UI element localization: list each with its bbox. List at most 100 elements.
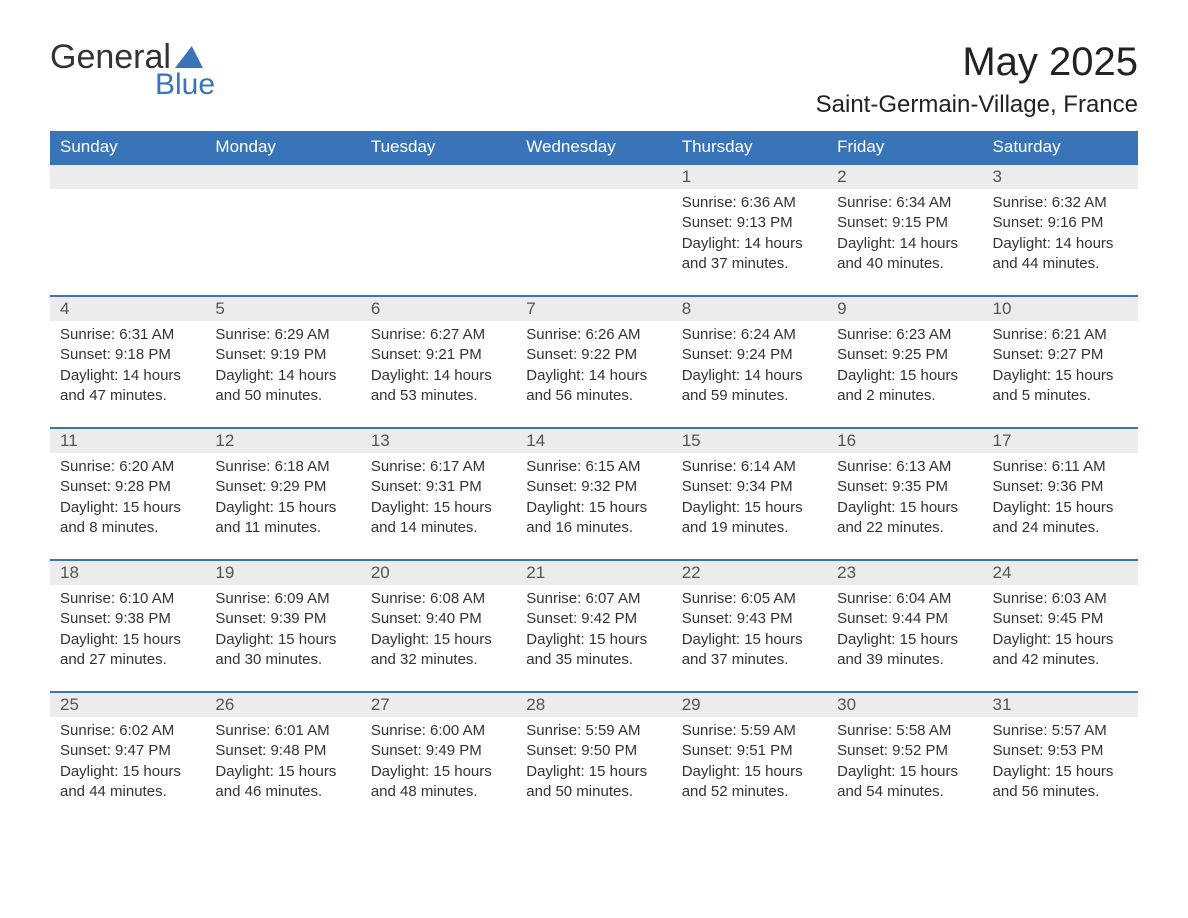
- daylight-line: Daylight: 15 hours and 35 minutes.: [526, 630, 661, 671]
- sunrise-line: Sunrise: 6:26 AM: [526, 325, 661, 345]
- calendar-day-cell: 11Sunrise: 6:20 AMSunset: 9:28 PMDayligh…: [50, 427, 205, 559]
- brand-mark-icon: [175, 46, 203, 68]
- daylight-line: Daylight: 15 hours and 22 minutes.: [837, 498, 972, 539]
- day-number: 1: [672, 163, 827, 189]
- calendar-table: SundayMondayTuesdayWednesdayThursdayFrid…: [50, 131, 1138, 823]
- day-details: Sunrise: 6:26 AMSunset: 9:22 PMDaylight:…: [516, 321, 671, 414]
- calendar-head: SundayMondayTuesdayWednesdayThursdayFrid…: [50, 131, 1138, 163]
- day-number: 5: [205, 295, 360, 321]
- sunset-line: Sunset: 9:52 PM: [837, 741, 972, 761]
- calendar-day-cell: 7Sunrise: 6:26 AMSunset: 9:22 PMDaylight…: [516, 295, 671, 427]
- sunset-line: Sunset: 9:13 PM: [682, 213, 817, 233]
- calendar-day-cell: 15Sunrise: 6:14 AMSunset: 9:34 PMDayligh…: [672, 427, 827, 559]
- calendar-day-cell: 16Sunrise: 6:13 AMSunset: 9:35 PMDayligh…: [827, 427, 982, 559]
- sunset-line: Sunset: 9:47 PM: [60, 741, 195, 761]
- sunrise-line: Sunrise: 6:23 AM: [837, 325, 972, 345]
- daylight-line: Daylight: 14 hours and 56 minutes.: [526, 366, 661, 407]
- day-details: Sunrise: 6:01 AMSunset: 9:48 PMDaylight:…: [205, 717, 360, 810]
- sunset-line: Sunset: 9:49 PM: [371, 741, 506, 761]
- daylight-line: Daylight: 15 hours and 27 minutes.: [60, 630, 195, 671]
- calendar-day-cell: 28Sunrise: 5:59 AMSunset: 9:50 PMDayligh…: [516, 691, 671, 823]
- month-title: May 2025: [816, 40, 1138, 85]
- sunrise-line: Sunrise: 6:17 AM: [371, 457, 506, 477]
- day-number: 18: [50, 559, 205, 585]
- day-number: 21: [516, 559, 671, 585]
- calendar-day-cell: 24Sunrise: 6:03 AMSunset: 9:45 PMDayligh…: [983, 559, 1138, 691]
- sunrise-line: Sunrise: 6:05 AM: [682, 589, 817, 609]
- day-number: 26: [205, 691, 360, 717]
- sunset-line: Sunset: 9:15 PM: [837, 213, 972, 233]
- page-header: General Blue May 2025 Saint-Germain-Vill…: [50, 40, 1138, 119]
- weekday-header: Tuesday: [361, 131, 516, 163]
- day-details: Sunrise: 6:29 AMSunset: 9:19 PMDaylight:…: [205, 321, 360, 414]
- weekday-header: Saturday: [983, 131, 1138, 163]
- day-number: 20: [361, 559, 516, 585]
- location-subtitle: Saint-Germain-Village, France: [816, 91, 1138, 119]
- day-details: Sunrise: 5:59 AMSunset: 9:51 PMDaylight:…: [672, 717, 827, 810]
- empty-day-bar: [516, 163, 671, 189]
- day-details: Sunrise: 6:02 AMSunset: 9:47 PMDaylight:…: [50, 717, 205, 810]
- sunrise-line: Sunrise: 6:24 AM: [682, 325, 817, 345]
- day-details: Sunrise: 6:23 AMSunset: 9:25 PMDaylight:…: [827, 321, 982, 414]
- sunrise-line: Sunrise: 6:31 AM: [60, 325, 195, 345]
- calendar-day-cell: 23Sunrise: 6:04 AMSunset: 9:44 PMDayligh…: [827, 559, 982, 691]
- calendar-day-cell: 3Sunrise: 6:32 AMSunset: 9:16 PMDaylight…: [983, 163, 1138, 295]
- daylight-line: Daylight: 14 hours and 50 minutes.: [215, 366, 350, 407]
- sunrise-line: Sunrise: 6:04 AM: [837, 589, 972, 609]
- day-details: Sunrise: 6:13 AMSunset: 9:35 PMDaylight:…: [827, 453, 982, 546]
- calendar-day-cell: 14Sunrise: 6:15 AMSunset: 9:32 PMDayligh…: [516, 427, 671, 559]
- sunset-line: Sunset: 9:32 PM: [526, 477, 661, 497]
- calendar-day-cell: 2Sunrise: 6:34 AMSunset: 9:15 PMDaylight…: [827, 163, 982, 295]
- calendar-day-cell: 22Sunrise: 6:05 AMSunset: 9:43 PMDayligh…: [672, 559, 827, 691]
- calendar-empty-cell: [361, 163, 516, 295]
- daylight-line: Daylight: 15 hours and 46 minutes.: [215, 762, 350, 803]
- daylight-line: Daylight: 15 hours and 44 minutes.: [60, 762, 195, 803]
- day-details: Sunrise: 6:20 AMSunset: 9:28 PMDaylight:…: [50, 453, 205, 546]
- sunset-line: Sunset: 9:40 PM: [371, 609, 506, 629]
- day-number: 15: [672, 427, 827, 453]
- calendar-day-cell: 26Sunrise: 6:01 AMSunset: 9:48 PMDayligh…: [205, 691, 360, 823]
- sunrise-line: Sunrise: 6:10 AM: [60, 589, 195, 609]
- sunset-line: Sunset: 9:25 PM: [837, 345, 972, 365]
- daylight-line: Daylight: 15 hours and 48 minutes.: [371, 762, 506, 803]
- calendar-day-cell: 19Sunrise: 6:09 AMSunset: 9:39 PMDayligh…: [205, 559, 360, 691]
- sunrise-line: Sunrise: 6:18 AM: [215, 457, 350, 477]
- calendar-day-cell: 21Sunrise: 6:07 AMSunset: 9:42 PMDayligh…: [516, 559, 671, 691]
- day-details: Sunrise: 6:03 AMSunset: 9:45 PMDaylight:…: [983, 585, 1138, 678]
- daylight-line: Daylight: 15 hours and 8 minutes.: [60, 498, 195, 539]
- sunrise-line: Sunrise: 6:34 AM: [837, 193, 972, 213]
- calendar-day-cell: 5Sunrise: 6:29 AMSunset: 9:19 PMDaylight…: [205, 295, 360, 427]
- calendar-day-cell: 29Sunrise: 5:59 AMSunset: 9:51 PMDayligh…: [672, 691, 827, 823]
- day-details: Sunrise: 6:10 AMSunset: 9:38 PMDaylight:…: [50, 585, 205, 678]
- daylight-line: Daylight: 14 hours and 53 minutes.: [371, 366, 506, 407]
- sunrise-line: Sunrise: 6:09 AM: [215, 589, 350, 609]
- daylight-line: Daylight: 15 hours and 14 minutes.: [371, 498, 506, 539]
- sunset-line: Sunset: 9:42 PM: [526, 609, 661, 629]
- day-details: Sunrise: 6:08 AMSunset: 9:40 PMDaylight:…: [361, 585, 516, 678]
- day-number: 24: [983, 559, 1138, 585]
- brand-word-2: Blue: [155, 70, 215, 100]
- day-details: Sunrise: 6:18 AMSunset: 9:29 PMDaylight:…: [205, 453, 360, 546]
- sunrise-line: Sunrise: 5:59 AM: [526, 721, 661, 741]
- day-number: 27: [361, 691, 516, 717]
- empty-day-bar: [50, 163, 205, 189]
- day-details: Sunrise: 6:24 AMSunset: 9:24 PMDaylight:…: [672, 321, 827, 414]
- day-details: Sunrise: 6:07 AMSunset: 9:42 PMDaylight:…: [516, 585, 671, 678]
- daylight-line: Daylight: 15 hours and 2 minutes.: [837, 366, 972, 407]
- day-details: Sunrise: 6:11 AMSunset: 9:36 PMDaylight:…: [983, 453, 1138, 546]
- calendar-empty-cell: [205, 163, 360, 295]
- sunset-line: Sunset: 9:21 PM: [371, 345, 506, 365]
- daylight-line: Daylight: 15 hours and 37 minutes.: [682, 630, 817, 671]
- sunrise-line: Sunrise: 6:14 AM: [682, 457, 817, 477]
- sunrise-line: Sunrise: 6:01 AM: [215, 721, 350, 741]
- daylight-line: Daylight: 14 hours and 44 minutes.: [993, 234, 1128, 275]
- daylight-line: Daylight: 15 hours and 32 minutes.: [371, 630, 506, 671]
- brand-word-1: General: [50, 40, 171, 74]
- sunset-line: Sunset: 9:43 PM: [682, 609, 817, 629]
- sunrise-line: Sunrise: 5:59 AM: [682, 721, 817, 741]
- day-number: 29: [672, 691, 827, 717]
- calendar-day-cell: 10Sunrise: 6:21 AMSunset: 9:27 PMDayligh…: [983, 295, 1138, 427]
- sunrise-line: Sunrise: 6:21 AM: [993, 325, 1128, 345]
- daylight-line: Daylight: 15 hours and 39 minutes.: [837, 630, 972, 671]
- calendar-empty-cell: [50, 163, 205, 295]
